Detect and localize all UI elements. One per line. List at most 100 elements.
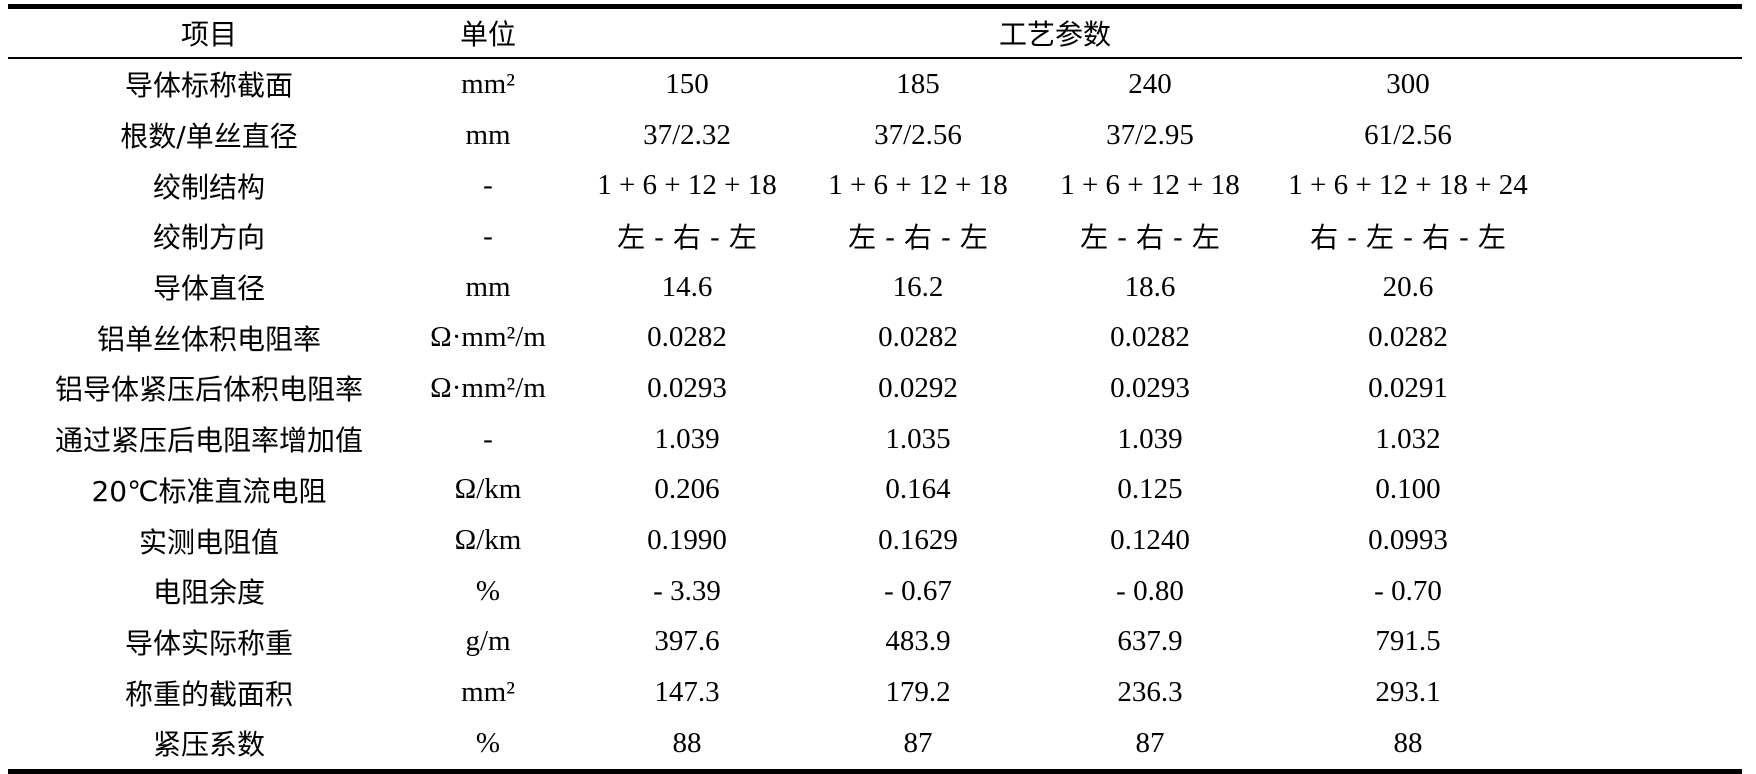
unit-cell: % — [475, 574, 501, 607]
value-cell: 14.6 — [661, 270, 713, 303]
table-row: 实测电阻值 Ω/km 0.1990 0.1629 0.1240 0.0993 — [8, 515, 1742, 566]
table-row: 导体标称截面 mm² 150 185 240 300 — [8, 58, 1742, 110]
table-row: 通过紧压后电阻率增加值 - 1.039 1.035 1.039 1.032 — [8, 414, 1742, 465]
value-cell: 637.9 — [1117, 625, 1183, 658]
value-cell: 0.1990 — [647, 524, 727, 557]
value-cell: 1 + 6 + 12 + 18 — [828, 169, 1008, 202]
value-cell: 791.5 — [1375, 625, 1441, 658]
table-frame: 项目 单位 工艺参数 导体标称截面 mm² 150 185 240 300 根数/单丝直径 m… — [8, 4, 1743, 774]
table-row: 绞制结构 - 1 + 6 + 12 + 18 1 + 6 + 12 + 18 1 + 6… — [8, 160, 1742, 211]
value-cell: 0.206 — [654, 473, 720, 506]
value-cell: 右 - 左 - 右 - 左 — [1310, 221, 1506, 255]
spacer — [1544, 312, 1742, 363]
value-cell: 37/2.32 — [643, 118, 731, 151]
unit-cell: Ω/km — [454, 473, 522, 506]
table-row: 绞制方向 - 左 - 右 - 左 左 - 右 - 左 左 - 右 - 左 右 - 左 - … — [8, 211, 1742, 262]
row-label: 导体实际称重 — [124, 626, 293, 660]
spacer — [1544, 363, 1742, 414]
row-label: 紧压系数 — [152, 728, 265, 762]
row-label: 导体标称截面 — [124, 69, 293, 103]
row-label: 根数/单丝直径 — [120, 120, 298, 154]
unit-cell: Ω/km — [454, 524, 522, 557]
value-cell: 0.0993 — [1368, 524, 1448, 557]
table-row: 20℃标准直流电阻 Ω/km 0.206 0.164 0.125 0.100 — [8, 465, 1742, 516]
unit-cell: mm — [465, 118, 511, 151]
table-row: 称重的截面积 mm² 147.3 179.2 236.3 293.1 — [8, 667, 1742, 718]
value-cell: 1.032 — [1375, 422, 1441, 455]
spacer — [1544, 262, 1742, 313]
value-cell: 1 + 6 + 12 + 18 — [597, 169, 777, 202]
row-label: 导体直径 — [152, 272, 265, 306]
table-row: 导体直径 mm 14.6 16.2 18.6 20.6 — [8, 262, 1742, 313]
value-cell: 0.0282 — [647, 321, 727, 354]
value-cell: - 0.70 — [1374, 574, 1442, 607]
spacer — [1544, 160, 1742, 211]
value-cell: 87 — [903, 726, 933, 759]
value-cell: 37/2.56 — [874, 118, 962, 151]
value-cell: 左 - 右 - 左 — [848, 221, 988, 255]
row-label: 绞制结构 — [152, 170, 265, 204]
value-cell: 左 - 右 - 左 — [617, 221, 757, 255]
value-cell: 88 — [672, 726, 702, 759]
table-row: 铝导体紧压后体积电阻率 Ω·mm²/m 0.0293 0.0292 0.0293 0.02… — [8, 363, 1742, 414]
spacer — [1544, 667, 1742, 718]
value-cell: 0.164 — [885, 473, 951, 506]
unit-cell: - — [483, 219, 493, 252]
row-label: 电阻余度 — [152, 576, 265, 610]
unit-cell: - — [483, 169, 493, 202]
value-cell: 37/2.95 — [1106, 118, 1194, 151]
value-cell: 0.1240 — [1110, 524, 1190, 557]
value-cell: 0.0292 — [878, 371, 958, 404]
value-cell: 150 — [665, 67, 709, 100]
row-label: 通过紧压后电阻率增加值 — [54, 424, 363, 458]
value-cell: 0.0282 — [878, 321, 958, 354]
value-cell: 0.0293 — [1110, 371, 1190, 404]
header-cell: 工艺参数 — [566, 9, 1545, 59]
value-cell: 0.0291 — [1368, 371, 1448, 404]
value-cell: 0.0282 — [1368, 321, 1448, 354]
value-cell: 185 — [896, 67, 940, 100]
spacer — [1544, 718, 1742, 769]
spacer — [1544, 566, 1742, 617]
value-cell: - 0.67 — [884, 574, 952, 607]
table-row: 铝单丝体积电阻率 Ω·mm²/m 0.0282 0.0282 0.0282 0.0282 — [8, 312, 1742, 363]
row-label: 铝导体紧压后体积电阻率 — [54, 373, 363, 407]
unit-cell: Ω·mm²/m — [430, 371, 546, 404]
value-cell: 20.6 — [1382, 270, 1434, 303]
spacer — [1544, 211, 1742, 262]
value-cell: 300 — [1386, 67, 1430, 100]
parameter-table: 项目 单位 工艺参数 导体标称截面 mm² 150 185 240 300 根数/单丝直径 m… — [8, 9, 1743, 769]
spacer — [1544, 414, 1742, 465]
row-label: 铝单丝体积电阻率 — [96, 322, 321, 356]
table-row: 导体实际称重 g/m 397.6 483.9 637.9 791.5 — [8, 617, 1742, 668]
unit-cell: - — [483, 422, 493, 455]
value-cell: 0.1629 — [878, 524, 958, 557]
value-cell: 0.125 — [1117, 473, 1183, 506]
row-label: 实测电阻值 — [138, 525, 279, 559]
value-cell: 1.035 — [885, 422, 951, 455]
value-cell: 0.0282 — [1110, 321, 1190, 354]
spacer — [1544, 617, 1742, 668]
value-cell: 1 + 6 + 12 + 18 — [1060, 169, 1240, 202]
value-cell: 61/2.56 — [1364, 118, 1452, 151]
table-row: 紧压系数% 88 87 87 88 — [8, 718, 1742, 769]
row-label: 称重的截面积 — [124, 677, 293, 711]
table-row: 电阻余度% - 3.39 - 0.67 - 0.80 - 0.70 — [8, 566, 1742, 617]
spacer — [1544, 515, 1742, 566]
value-cell: 18.6 — [1124, 270, 1176, 303]
value-cell: 483.9 — [885, 625, 951, 658]
value-cell: 147.3 — [654, 676, 720, 709]
value-cell: - 3.39 — [653, 574, 721, 607]
spacer — [1544, 110, 1742, 161]
value-cell: 397.6 — [654, 625, 720, 658]
value-cell: 240 — [1128, 67, 1172, 100]
value-cell: 0.0293 — [647, 371, 727, 404]
value-cell: 1.039 — [654, 422, 720, 455]
unit-cell: % — [475, 726, 501, 759]
spacer — [1544, 9, 1743, 59]
header-cell: 单位 — [410, 9, 566, 59]
value-cell: 236.3 — [1117, 676, 1183, 709]
unit-cell: mm — [465, 270, 511, 303]
value-cell: 87 — [1135, 726, 1165, 759]
